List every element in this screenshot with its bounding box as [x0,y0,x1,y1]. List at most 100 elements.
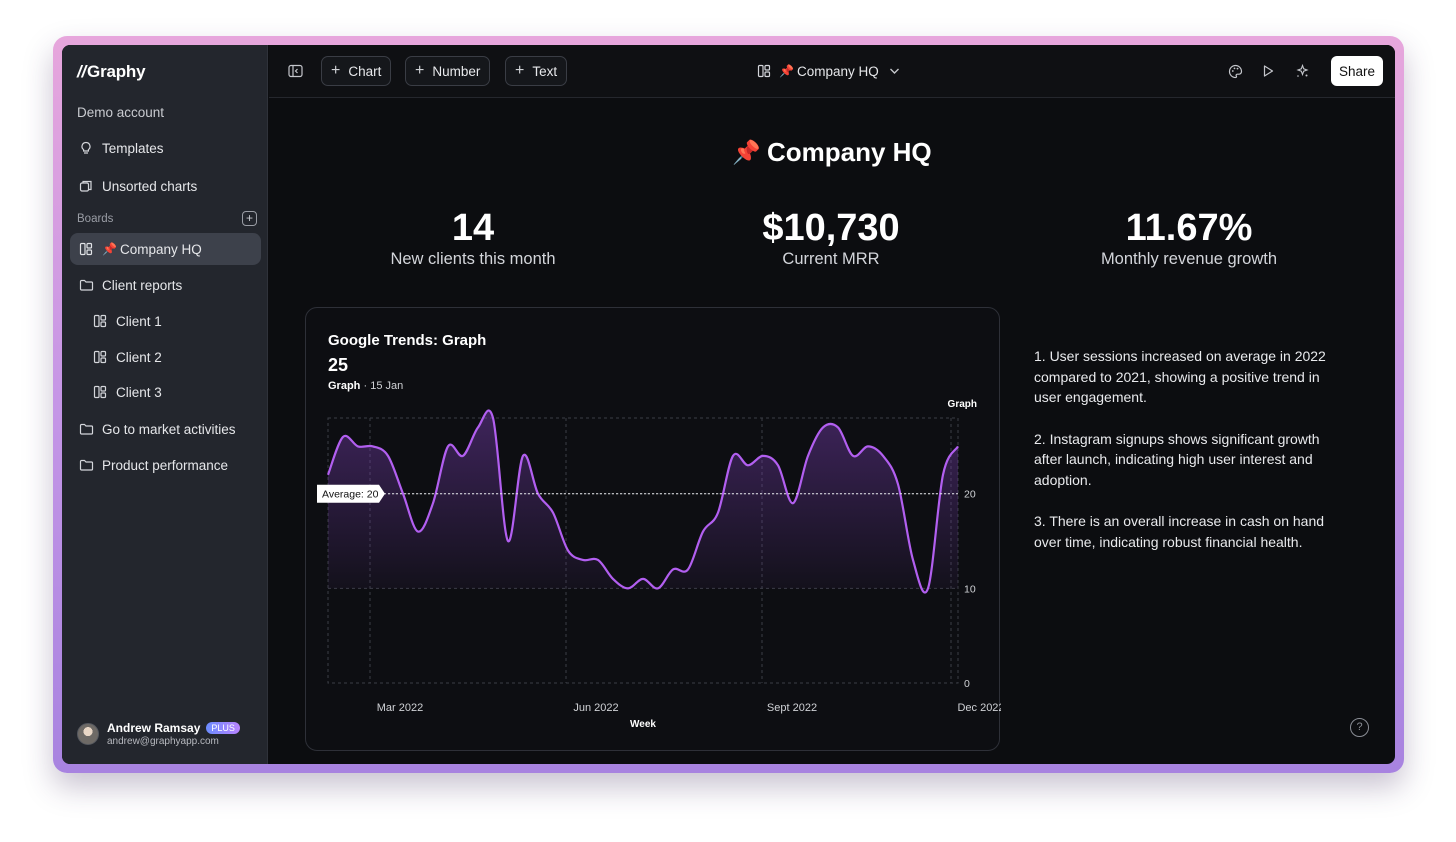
dashboard-title-text: Company HQ [766,137,932,167]
share-button[interactable]: Share [1331,56,1383,86]
stat-value: 14 [451,207,495,249]
plan-badge: PLUS [206,722,240,734]
x-axis-label: Week [630,719,656,730]
sidebar-item-label: Unsorted charts [102,178,198,194]
board-layout-icon [78,241,94,257]
sidebar-item-label: Client reports [102,277,183,293]
pushpin-icon: 📌 [102,242,117,256]
series-line [326,409,959,594]
x-tick-label: Mar 2022 [377,702,423,714]
average-label: Average: 20 [317,484,385,503]
chart-card[interactable]: Google Trends: Graph 25 Graph · 15 Jan M… [305,307,1001,752]
boards-section-label: Boards [77,213,114,225]
insight-3: 3. There is an overall increase in cash … [1034,513,1325,550]
user-profile[interactable]: Andrew Ramsay PLUS andrew@graphyapp.com [77,721,240,747]
insight-1: 1. User sessions increased on average in… [1034,348,1326,405]
toolbar: + Chart + Number + Text 📌 Company HQ Share [269,45,1395,98]
insights-text[interactable]: 1. User sessions increased on average in… [1034,346,1334,573]
chevron-down-icon [889,67,900,75]
average-label-text: Average: 20 [322,489,379,501]
sidebar-item-unsorted[interactable]: Unsorted charts [70,170,261,202]
sidebar-item-client-1[interactable]: Client 1 [70,305,261,337]
sidebar-item-go-to-market[interactable]: Go to market activities [70,413,261,445]
app-logo[interactable]: //Graphy [77,62,146,82]
board-layout-icon [92,313,108,329]
stat-label: Current MRR [782,250,880,268]
board-switcher[interactable]: 📌 Company HQ [757,60,900,82]
sidebar-item-label: Client 2 [116,349,162,365]
stack-icon [78,178,94,194]
chart-subtitle: Graph · 15 Jan [328,380,403,392]
sidebar-item-label: Go to market activities [102,421,236,437]
average-label-box [317,484,385,503]
user-email: andrew@graphyapp.com [107,736,219,747]
plus-icon: + [331,62,341,79]
stat-value: 11.67% [1125,207,1253,249]
chart-subtitle-date: 15 Jan [370,380,404,392]
logo-text: Graphy [87,62,146,81]
sidebar-item-client-3[interactable]: Client 3 [70,376,261,408]
board-layout-icon [92,384,108,400]
lightbulb-icon [78,140,94,156]
window-frame: //Graphy Demo account Templates Unsorted… [53,36,1404,773]
folder-icon [78,457,94,473]
play-icon[interactable] [1259,62,1277,80]
pushpin-icon: 📌 [732,139,761,165]
account-name[interactable]: Demo account [77,105,165,120]
app-window: //Graphy Demo account Templates Unsorted… [62,45,1395,764]
stat-new-clients[interactable]: 14 New clients this month [293,206,653,269]
sparkle-icon[interactable] [1293,62,1311,80]
insight-2: 2. Instagram signups shows significant g… [1034,430,1320,488]
sidebar-item-label: Templates [102,140,164,156]
line-chart[interactable]: Mar 2022 Jun 2022 Sept 2022 Dec 2022 0 10 20 Gr… [306,308,1001,752]
y-tick-label: 0 [964,678,970,690]
series-area [328,410,958,593]
sidebar-item-client-2[interactable]: Client 2 [70,341,261,373]
add-number-label: Number [432,63,481,79]
y-tick-label: 10 [964,583,976,595]
sidebar: //Graphy Demo account Templates Unsorted… [62,45,268,764]
stat-label: New clients this month [390,250,556,268]
toggle-sidebar-icon[interactable] [286,62,304,80]
sidebar-item-label: Product performance [102,457,229,473]
x-tick-label: Sept 2022 [767,702,817,714]
folder-icon [78,421,94,437]
add-chart-button[interactable]: + Chart [321,56,392,86]
sidebar-item-label: Client 1 [116,313,162,329]
user-name: Andrew Ramsay [107,721,201,735]
stat-current-mrr[interactable]: $10,730 Current MRR [651,206,1011,269]
folder-icon [78,277,94,293]
add-board-button[interactable]: + [242,211,257,226]
stat-revenue-growth[interactable]: 11.67% Monthly revenue growth [1009,206,1369,269]
help-icon[interactable]: ? [1350,718,1369,737]
y-tick-label: 20 [964,489,976,501]
x-tick-label: Jun 2022 [573,702,618,714]
chart-subtitle-separator: · [363,380,368,392]
board-switcher-label: Company HQ [796,63,879,79]
sidebar-item-label: Company HQ [119,241,202,257]
sidebar-item-client-reports[interactable]: Client reports [70,269,261,301]
y-axis-series-label: Graph [948,399,977,410]
avatar [77,723,99,745]
sidebar-item-templates[interactable]: Templates [70,132,261,164]
board-layout-icon [92,349,108,365]
palette-icon[interactable] [1226,62,1244,80]
logo-mark-icon: // [77,62,87,81]
stat-value: $10,730 [762,207,900,249]
sidebar-item-product-performance[interactable]: Product performance [70,449,261,481]
stat-label: Monthly revenue growth [1100,250,1278,268]
plus-icon: + [415,62,425,79]
plus-icon: + [515,62,525,79]
dashboard: 📌 Company HQ 14 New clients this month $… [269,99,1395,764]
add-text-button[interactable]: + Text [505,56,568,86]
chart-title: Google Trends: Graph [328,332,487,349]
add-text-label: Text [532,63,558,79]
chart-current-value: 25 [328,355,349,375]
pushpin-icon: 📌 [779,64,794,78]
add-number-button[interactable]: + Number [405,56,491,86]
sidebar-item-label: Client 3 [116,384,162,400]
sidebar-item-company-hq[interactable]: 📌 Company HQ [70,233,261,265]
board-layout-icon [757,64,771,78]
dashboard-title[interactable]: 📌 Company HQ [269,137,1395,168]
x-tick-label: Dec 2022 [957,702,1001,714]
